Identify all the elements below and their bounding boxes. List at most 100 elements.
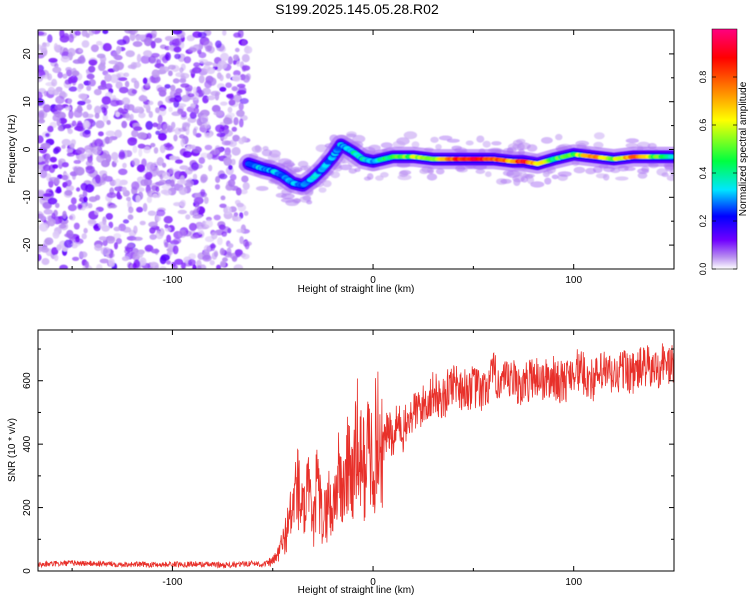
heatmap-noise-blob [102, 239, 108, 247]
heatmap-noise-blob [163, 215, 173, 224]
heatmap-noise-blob [225, 82, 232, 88]
heatmap-noise-blob [193, 107, 199, 115]
heatmap-noise-blob [48, 179, 54, 188]
heatmap-noise-blob [235, 187, 242, 196]
heatmap-noise-blob [152, 193, 159, 198]
heatmap-noise-blob [38, 110, 45, 118]
snr-y-ticks: 0 200 400 600 [22, 348, 674, 574]
heatmap-noise-blob [174, 53, 182, 60]
heatmap-noise-blob [173, 237, 182, 244]
heatmap-noise-blob [168, 167, 174, 175]
heatmap-noise-blob [72, 256, 80, 261]
heatmap-noise-blob [56, 244, 62, 251]
heatmap-noise-blob [226, 247, 232, 256]
heatmap-noise-blob [241, 253, 250, 260]
heatmap-noise-blob [156, 209, 166, 217]
heatmap-noise-blob [98, 63, 106, 72]
heatmap-noise-blob [228, 164, 233, 171]
heatmap-noise-blob [155, 107, 160, 114]
heatmap-noise-blob [184, 84, 193, 92]
heatmap-noise-blob [192, 173, 198, 180]
heatmap-noise-blob [115, 238, 122, 245]
heatmap-noise-blob [203, 196, 209, 204]
heatmap-halo-blob [485, 171, 492, 178]
heatmap-noise-blob [150, 248, 160, 254]
heatmap-noise-blob [191, 162, 199, 171]
heatmap-noise-blob [93, 88, 102, 96]
heatmap-noise-blob [84, 261, 90, 269]
heatmap-noise-blob [202, 254, 212, 262]
heatmap-noise-blob [42, 164, 51, 172]
heatmap-noise-blob [158, 132, 167, 141]
heatmap-noise-blob [74, 30, 81, 36]
heatmap-noise-blob [78, 93, 88, 100]
heatmap-noise-blob [204, 219, 213, 228]
heatmap-noise-blob [187, 93, 195, 98]
heatmap-noise-blob [215, 176, 221, 183]
heatmap-noise-blob [154, 265, 160, 269]
heatmap-halo-blob [557, 171, 572, 177]
heatmap-noise-blob [202, 95, 209, 104]
heatmap-noise-blob [121, 186, 127, 193]
heatmap-halo-blob [262, 146, 269, 151]
x-tick-label: -100 [162, 577, 182, 588]
heatmap-noise-blob [70, 139, 76, 146]
heatmap-noise-blob [173, 134, 178, 142]
colorbar-tick-label: 0.4 [698, 167, 708, 180]
heatmap-noise-blob [84, 129, 91, 135]
heatmap-noise-blob [39, 169, 48, 179]
heatmap-halo-blob [419, 168, 430, 175]
heatmap-noise-blob [142, 77, 148, 85]
heatmap-noise-blob [164, 45, 171, 51]
heatmap-noise-blob [154, 37, 163, 44]
heatmap-noise-blob [133, 225, 138, 234]
heatmap-noise-blob [52, 164, 59, 169]
heatmap-noise-blob [63, 239, 74, 248]
heatmap-halo-blob [625, 138, 639, 144]
heatmap-halo-blob [491, 141, 502, 146]
heatmap-noise-blob [96, 40, 103, 46]
heatmap-noise-blob [129, 113, 134, 121]
heatmap-noise-blob [143, 103, 150, 109]
colorbar-tick-label: 0.2 [698, 215, 708, 228]
heatmap-noise-blob [219, 203, 227, 208]
heatmap-noise-blob [90, 44, 99, 53]
heatmap-noise-blob [113, 226, 121, 232]
heatmap-noise-blob [244, 241, 250, 250]
heatmap-noise-blob [241, 65, 251, 71]
heatmap-noise-blob [159, 266, 167, 269]
heatmap-noise-blob [220, 195, 226, 201]
heatmap-noise-blob [170, 84, 176, 91]
heatmap-noise-blob [136, 206, 144, 213]
heatmap-noise-blob [196, 259, 202, 268]
heatmap-noise-blob [61, 162, 69, 168]
heatmap-noise-blob [188, 222, 197, 231]
heatmap-noise-blob [86, 85, 92, 91]
heatmap-noise-blob [52, 230, 60, 239]
heatmap-noise-blob [123, 72, 130, 78]
heatmap-noise-blob [228, 243, 234, 249]
heatmap-noise-blob [88, 65, 96, 73]
heatmap-halo-blob [593, 141, 604, 149]
heatmap-noise-blob [85, 113, 94, 118]
heatmap-noise-blob [85, 165, 96, 174]
heatmap-halo-blob [475, 169, 486, 174]
heatmap-noise-blob [76, 187, 81, 192]
heatmap-noise-blob [198, 59, 209, 64]
heatmap-noise-blob [220, 260, 226, 268]
heatmap-noise-blob [217, 237, 223, 246]
heatmap-noise-blob [159, 66, 170, 73]
heatmap-noise-blob [229, 174, 237, 181]
heatmap-noise-blob [203, 244, 211, 253]
heatmap-halo-blob [666, 175, 674, 181]
heatmap-noise-blob [127, 137, 138, 146]
heatmap-noise-blob [240, 189, 248, 195]
heatmap-noise-blob [169, 155, 177, 161]
heatmap-noise-blob [79, 251, 88, 258]
heatmap-noise-blob [77, 85, 82, 93]
heatmap-noise-blob [143, 37, 153, 47]
heatmap-noise-blob [48, 57, 58, 63]
heatmap-noise-blob [78, 194, 84, 199]
heatmap-noise-blob [95, 174, 101, 184]
heatmap-noise-blob [189, 111, 197, 119]
